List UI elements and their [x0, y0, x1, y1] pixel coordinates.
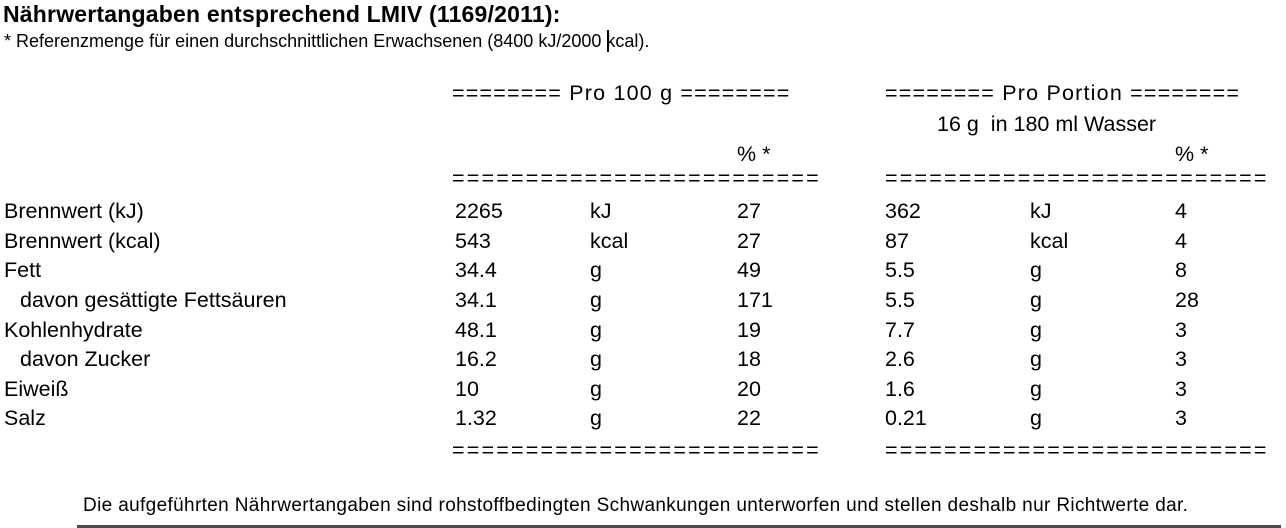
text-caret — [607, 30, 609, 52]
value-per-portion: 2.6 — [885, 347, 915, 372]
table-row: Salz 1.32 g 22 0.21 g 3 — [0, 406, 1286, 436]
value-per-100g: 543 — [455, 228, 491, 253]
table-row: Fett 34.4 g 49 5.5 g 8 — [0, 258, 1286, 288]
portion-size-subheader: 16 g in 180 ml Wasser — [937, 112, 1157, 136]
percent-per-portion: 4 — [1175, 228, 1187, 253]
unit-per-100g: g — [590, 347, 602, 372]
separator-top-per-100g: ========================= — [452, 166, 821, 190]
percent-per-100g: 27 — [737, 228, 761, 253]
value-per-100g: 34.4 — [455, 258, 497, 283]
row-label: davon gesättigte Fettsäuren — [20, 287, 287, 312]
page-title: Nährwertangaben entsprechend LMIV (1169/… — [3, 1, 561, 27]
unit-per-100g: g — [590, 258, 602, 283]
percent-per-portion: 4 — [1175, 199, 1187, 223]
percent-per-100g: 27 — [737, 199, 761, 223]
percent-per-100g: 22 — [737, 406, 761, 431]
reference-note: * Referenzmenge für einen durchschnittli… — [4, 31, 650, 51]
value-per-portion: 5.5 — [885, 258, 915, 283]
separator-top-per-portion: ========================== — [885, 166, 1269, 190]
table-row: davon Zucker 16.2 g 18 2.6 g 3 — [0, 347, 1286, 377]
percent-per-portion: 3 — [1175, 317, 1187, 342]
percent-reference-label-per-portion: % * — [1175, 142, 1209, 166]
value-per-100g: 34.1 — [455, 287, 497, 312]
percent-per-portion: 8 — [1175, 258, 1187, 283]
percent-per-portion: 3 — [1175, 376, 1187, 401]
value-per-100g: 48.1 — [455, 317, 497, 342]
value-per-portion: 1.6 — [885, 376, 915, 401]
separator-bottom-per-100g: ========================= — [452, 438, 821, 462]
unit-per-portion: g — [1030, 347, 1042, 372]
unit-per-100g: kJ — [590, 199, 612, 223]
percent-per-100g: 19 — [737, 317, 761, 342]
value-per-portion: 87 — [885, 228, 909, 253]
percent-per-portion: 3 — [1175, 347, 1187, 372]
percent-per-portion: 3 — [1175, 406, 1187, 431]
value-per-100g: 2265 — [455, 199, 503, 223]
row-label: Kohlenhydrate — [4, 317, 143, 342]
separator-bottom-per-portion: ========================== — [885, 438, 1269, 462]
table-row: Eiweiß 10 g 20 1.6 g 3 — [0, 377, 1286, 407]
table-row: Brennwert (kcal) 543 kcal 27 87 kcal 4 — [0, 229, 1286, 259]
disclaimer-note: Die aufgeführten Nährwertangaben sind ro… — [83, 495, 1189, 516]
percent-reference-label-per-100g: % * — [737, 142, 771, 166]
value-per-100g: 16.2 — [455, 347, 497, 372]
table-row: Kohlenhydrate 48.1 g 19 7.7 g 3 — [0, 318, 1286, 348]
unit-per-100g: g — [590, 287, 602, 312]
value-per-100g: 10 — [455, 376, 479, 401]
row-label: Salz — [4, 406, 46, 431]
value-per-portion: 0.21 — [885, 406, 927, 431]
value-per-portion: 362 — [885, 199, 921, 223]
row-label: davon Zucker — [20, 347, 151, 372]
unit-per-portion: g — [1030, 287, 1042, 312]
value-per-100g: 1.32 — [455, 406, 497, 431]
table-row: Brennwert (kJ) 2265 kJ 27 362 kJ 4 — [0, 199, 1286, 229]
table-row: davon gesättigte Fettsäuren 34.1 g 171 5… — [0, 288, 1286, 318]
row-label: Fett — [4, 258, 42, 283]
value-per-portion: 7.7 — [885, 317, 915, 342]
unit-per-100g: g — [590, 406, 602, 431]
row-label: Eiweiß — [4, 376, 69, 401]
row-label: Brennwert (kJ) — [4, 199, 144, 223]
column-header-per-portion: ======== Pro Portion ======== — [885, 81, 1241, 105]
value-per-portion: 5.5 — [885, 287, 915, 312]
percent-per-100g: 49 — [737, 258, 761, 283]
unit-per-portion: g — [1030, 406, 1042, 431]
percent-per-100g: 20 — [737, 376, 761, 401]
unit-per-portion: kcal — [1030, 228, 1069, 253]
unit-per-100g: g — [590, 317, 602, 342]
nutrition-table: Brennwert (kJ) 2265 kJ 27 362 kJ 4 Brenn… — [0, 199, 1286, 436]
percent-per-portion: 28 — [1175, 287, 1199, 312]
unit-per-portion: g — [1030, 317, 1042, 342]
unit-per-100g: g — [590, 376, 602, 401]
unit-per-portion: kJ — [1030, 199, 1052, 223]
column-header-per-100g: ======== Pro 100 g ======== — [452, 81, 791, 105]
percent-per-100g: 171 — [737, 287, 773, 312]
unit-per-100g: kcal — [590, 228, 629, 253]
cropped-separator-line — [77, 525, 1281, 528]
unit-per-portion: g — [1030, 376, 1042, 401]
percent-per-100g: 18 — [737, 347, 761, 372]
row-label: Brennwert (kcal) — [4, 228, 161, 253]
unit-per-portion: g — [1030, 258, 1042, 283]
